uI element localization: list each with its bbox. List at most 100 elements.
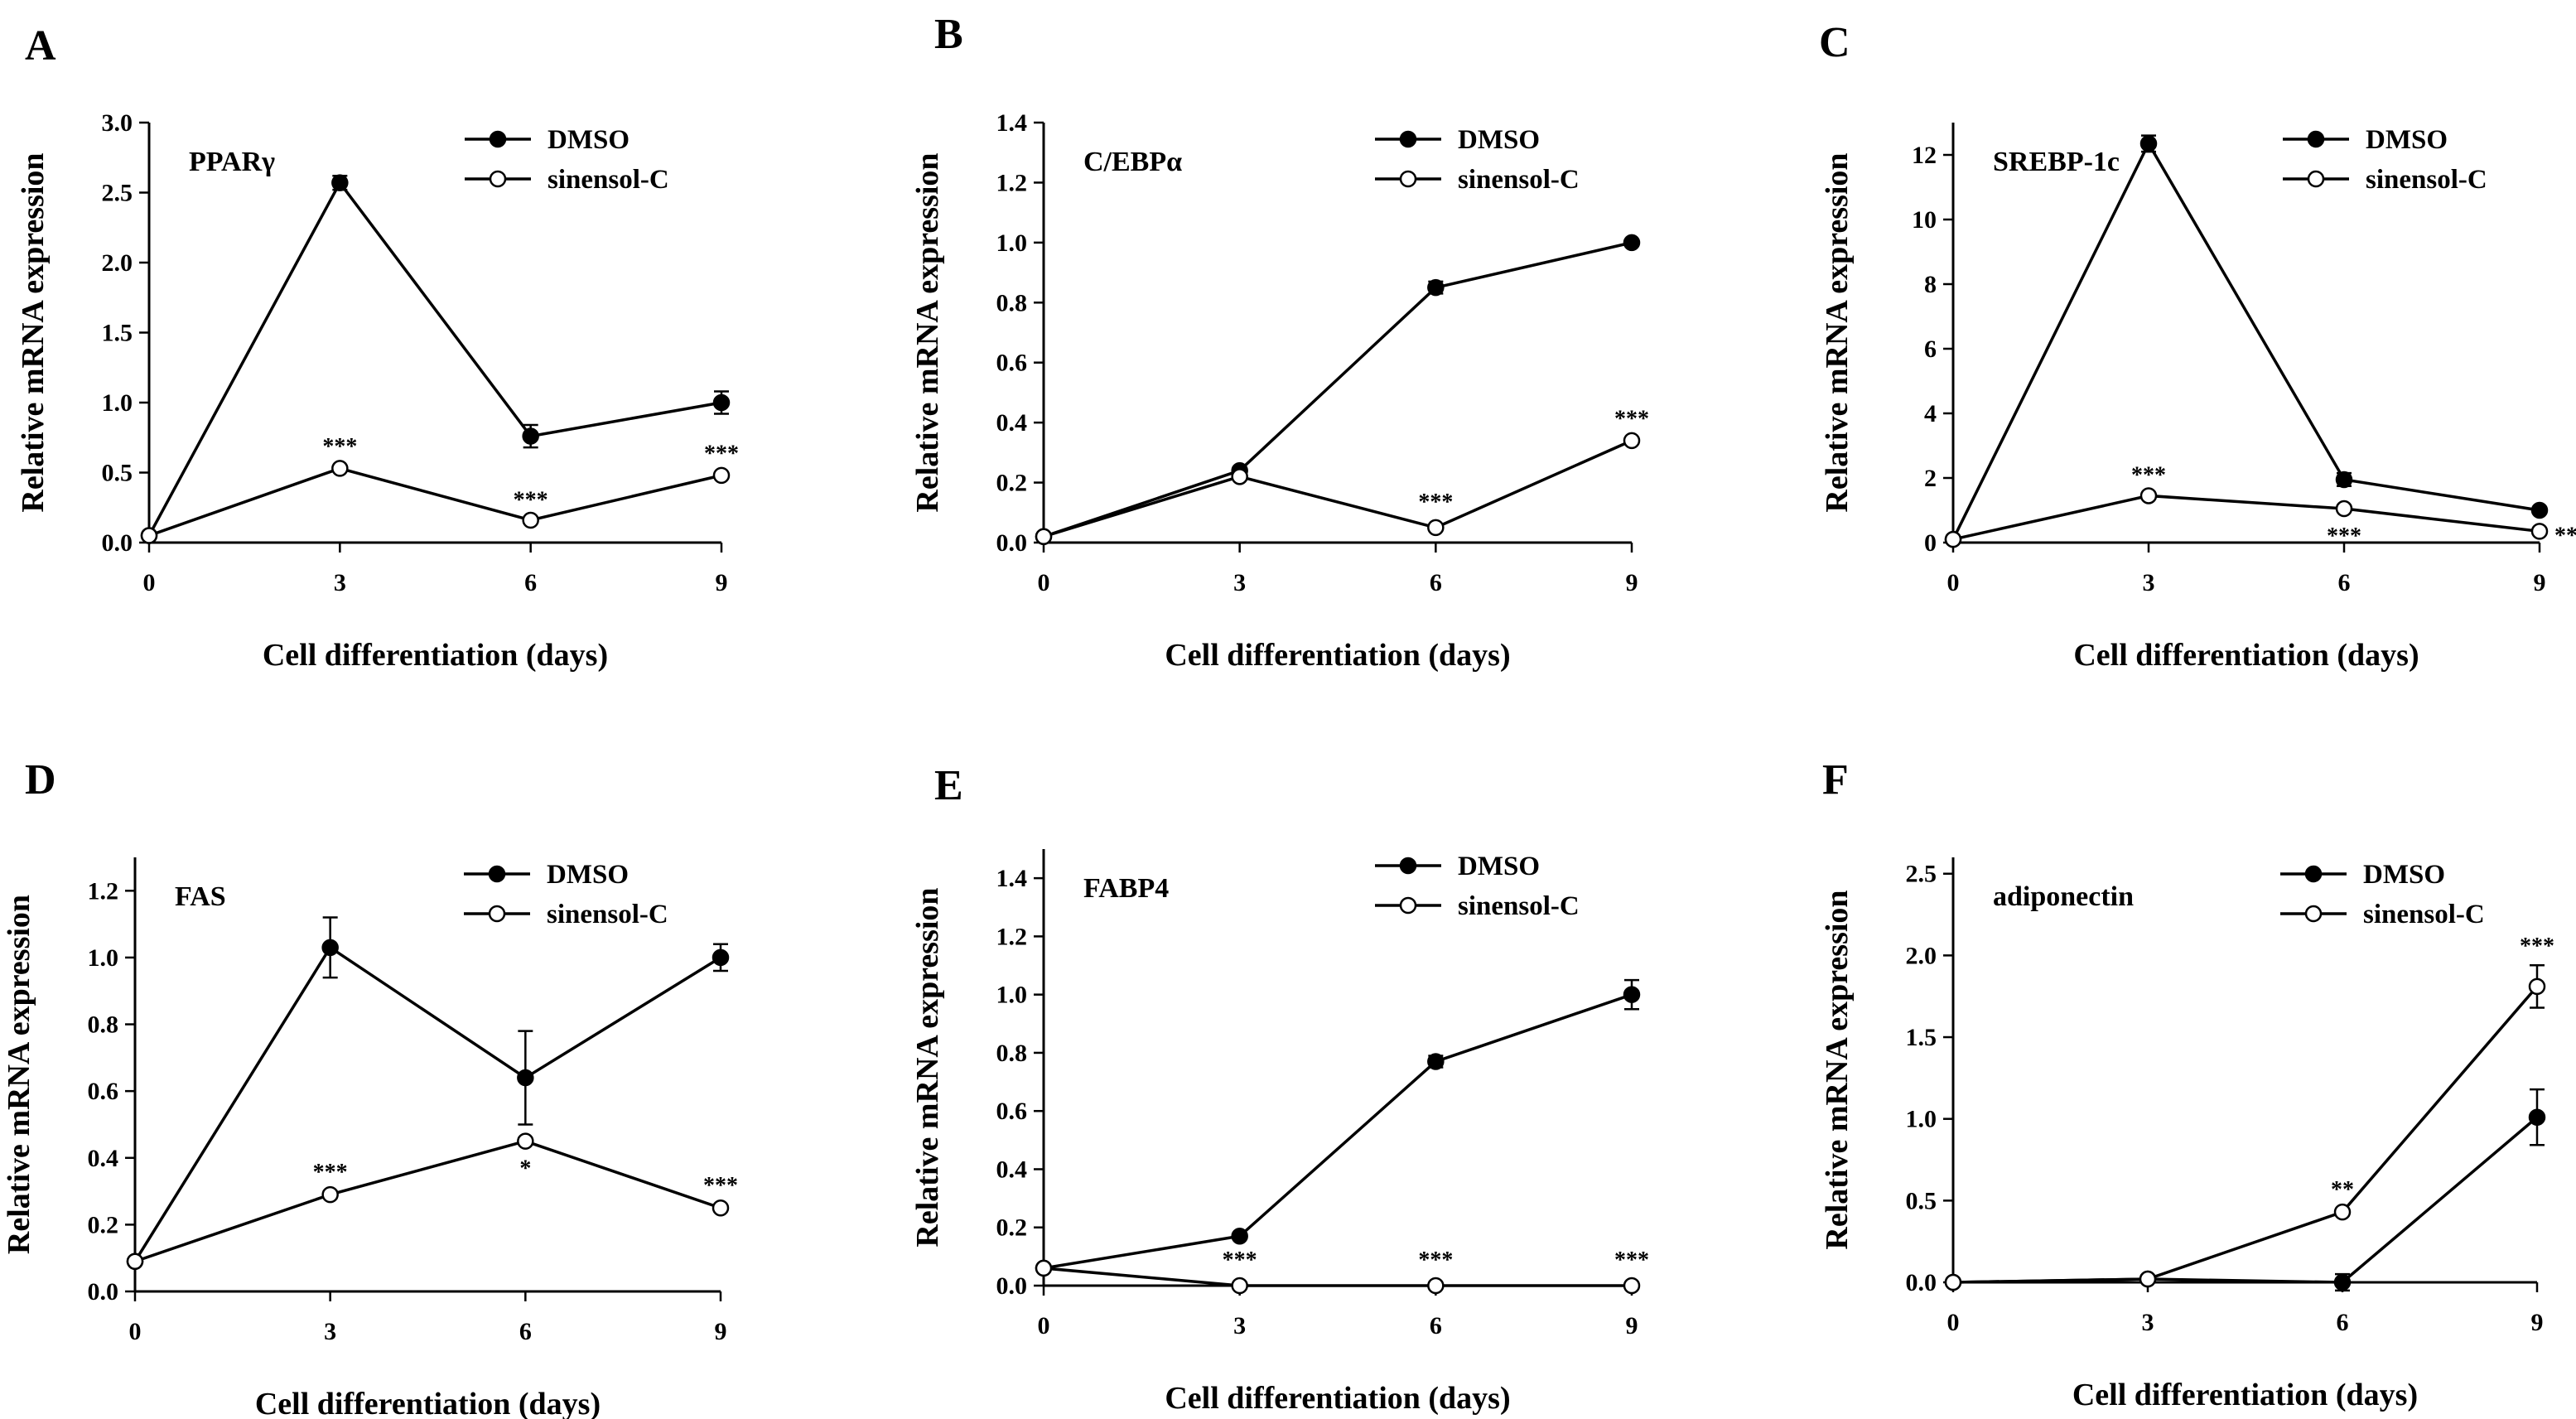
data-point	[140, 527, 158, 544]
significance-label: ***	[703, 1173, 738, 1199]
y-axis-title: Relative mRNA expression	[1820, 152, 1855, 512]
legend-item: DMSO	[2280, 860, 2445, 890]
x-tick-label: 0	[1038, 569, 1050, 596]
series-dmso	[1035, 234, 1641, 546]
legend-item: sinensol-C	[2280, 900, 2485, 929]
x-tick-label: 3	[2143, 569, 2155, 596]
panel-letter: A	[25, 22, 56, 70]
x-tick-label: 6	[1430, 569, 1442, 596]
panel-letter: F	[1822, 756, 1849, 804]
gene-label: PPARγ	[189, 147, 275, 177]
data-point	[1035, 1259, 1053, 1277]
data-point	[2139, 135, 2158, 152]
data-point	[2335, 500, 2353, 518]
x-tick-label: 3	[1233, 569, 1246, 596]
y-tick-label: 1.5	[1906, 1024, 1937, 1051]
legend-item: DMSO	[1375, 852, 1540, 881]
x-tick-label: 6	[2337, 1309, 2349, 1336]
y-tick-label: 2.5	[102, 180, 133, 207]
significance-label: ***	[2520, 934, 2554, 959]
y-tick-label: 0.2	[996, 470, 1028, 497]
x-axis-title: Cell differentiation (days)	[1165, 638, 1510, 673]
significance-label: ***	[1614, 406, 1649, 432]
y-tick-label: 0.5	[102, 460, 133, 487]
data-point	[2333, 1203, 2352, 1221]
panel-d: D 0.0 0.2 0.4 0.6 0.8 1.0 1.2 0 3 6 9 Cell different…	[2, 756, 738, 1419]
y-tick-label: 4	[1924, 400, 1937, 427]
y-tick-label: 6	[1924, 335, 1937, 363]
legend-item: sinensol-C	[1375, 165, 1580, 195]
series-dmso	[140, 174, 731, 544]
gene-label: SREBP-1c	[1993, 147, 2120, 177]
y-tick-label: 1.0	[996, 229, 1028, 257]
x-tick-label: 3	[2142, 1309, 2154, 1336]
legend-marker	[1399, 857, 1417, 875]
y-axis-title: Relative mRNA expression	[910, 152, 945, 512]
y-tick-label: 0.2	[996, 1214, 1028, 1242]
panel-letter: C	[1819, 19, 1850, 66]
data-point	[522, 427, 539, 445]
y-tick-label: 0.6	[88, 1078, 119, 1105]
legend-item: DMSO	[2283, 125, 2448, 155]
series-line	[1043, 439, 1633, 538]
legend-marker	[2307, 170, 2325, 188]
legend-item: sinensol-C	[465, 165, 669, 195]
y-tick-label: 0.6	[996, 350, 1028, 377]
panel-letter: E	[934, 762, 963, 809]
y-tick-label: 0	[1924, 529, 1937, 557]
series-line	[1952, 1116, 2539, 1284]
gene-label: adiponectin	[1993, 881, 2134, 912]
y-axis-title: Relative mRNA expression	[2, 895, 36, 1254]
legend-marker	[1399, 170, 1417, 188]
data-point	[1231, 468, 1248, 485]
legend-marker	[2307, 130, 2325, 148]
y-tick-label: 1.0	[996, 982, 1028, 1009]
x-axis-title: Cell differentiation (days)	[2072, 1378, 2418, 1412]
x-axis-title: Cell differentiation (days)	[263, 638, 608, 673]
panel-letter: B	[934, 11, 963, 58]
legend-item: DMSO	[464, 860, 629, 890]
y-tick-label: 1.0	[102, 389, 133, 417]
x-axis-title: Cell differentiation (days)	[2073, 638, 2419, 673]
x-tick-label: 6	[519, 1318, 532, 1345]
data-point	[712, 393, 731, 412]
significance-label: **	[2554, 523, 2576, 548]
data-point	[2528, 977, 2546, 996]
legend-item: sinensol-C	[1375, 891, 1580, 921]
x-tick-label: 9	[1626, 1312, 1638, 1339]
x-tick-label: 9	[1626, 569, 1638, 596]
y-tick-label: 0.4	[996, 409, 1028, 437]
data-point	[331, 460, 349, 477]
y-tick-label: 1.2	[996, 923, 1028, 950]
significance-label: ***	[313, 1160, 348, 1185]
data-point	[1231, 1228, 1248, 1245]
legend-label: DMSO	[548, 125, 630, 155]
significance-label: ***	[322, 434, 357, 460]
data-point	[1623, 986, 1641, 1003]
series-sinensol-c	[1944, 963, 2546, 1291]
legend-marker	[488, 905, 506, 923]
y-tick-label: 1.2	[88, 877, 119, 905]
series-dmso	[1944, 134, 2549, 548]
y-tick-label: 0.8	[996, 1040, 1028, 1067]
panel-letter: D	[25, 756, 56, 804]
data-point	[1944, 1273, 1962, 1291]
y-tick-label: 3.0	[102, 109, 133, 137]
significance-label: ***	[1614, 1248, 1649, 1273]
x-tick-label: 6	[1430, 1312, 1442, 1339]
significance-label: ***	[514, 487, 548, 513]
y-tick-label: 0.8	[996, 289, 1028, 316]
y-tick-label: 0.8	[88, 1011, 119, 1039]
data-point	[2530, 523, 2549, 540]
series-line	[134, 1139, 721, 1263]
y-tick-label: 1.2	[996, 169, 1028, 196]
series-sinensol-c	[126, 1132, 730, 1270]
panel-c: C 0 2 4 6 8 10 12 0 3 6 9 Cell differentiation (days…	[1819, 19, 2576, 673]
significance-label: ***	[1418, 490, 1453, 515]
series-line	[147, 180, 722, 537]
data-point	[2335, 471, 2353, 489]
legend-marker	[488, 865, 506, 883]
legend-label: DMSO	[2366, 125, 2448, 155]
y-tick-label: 0.0	[996, 529, 1028, 557]
x-tick-label: 3	[334, 569, 346, 596]
